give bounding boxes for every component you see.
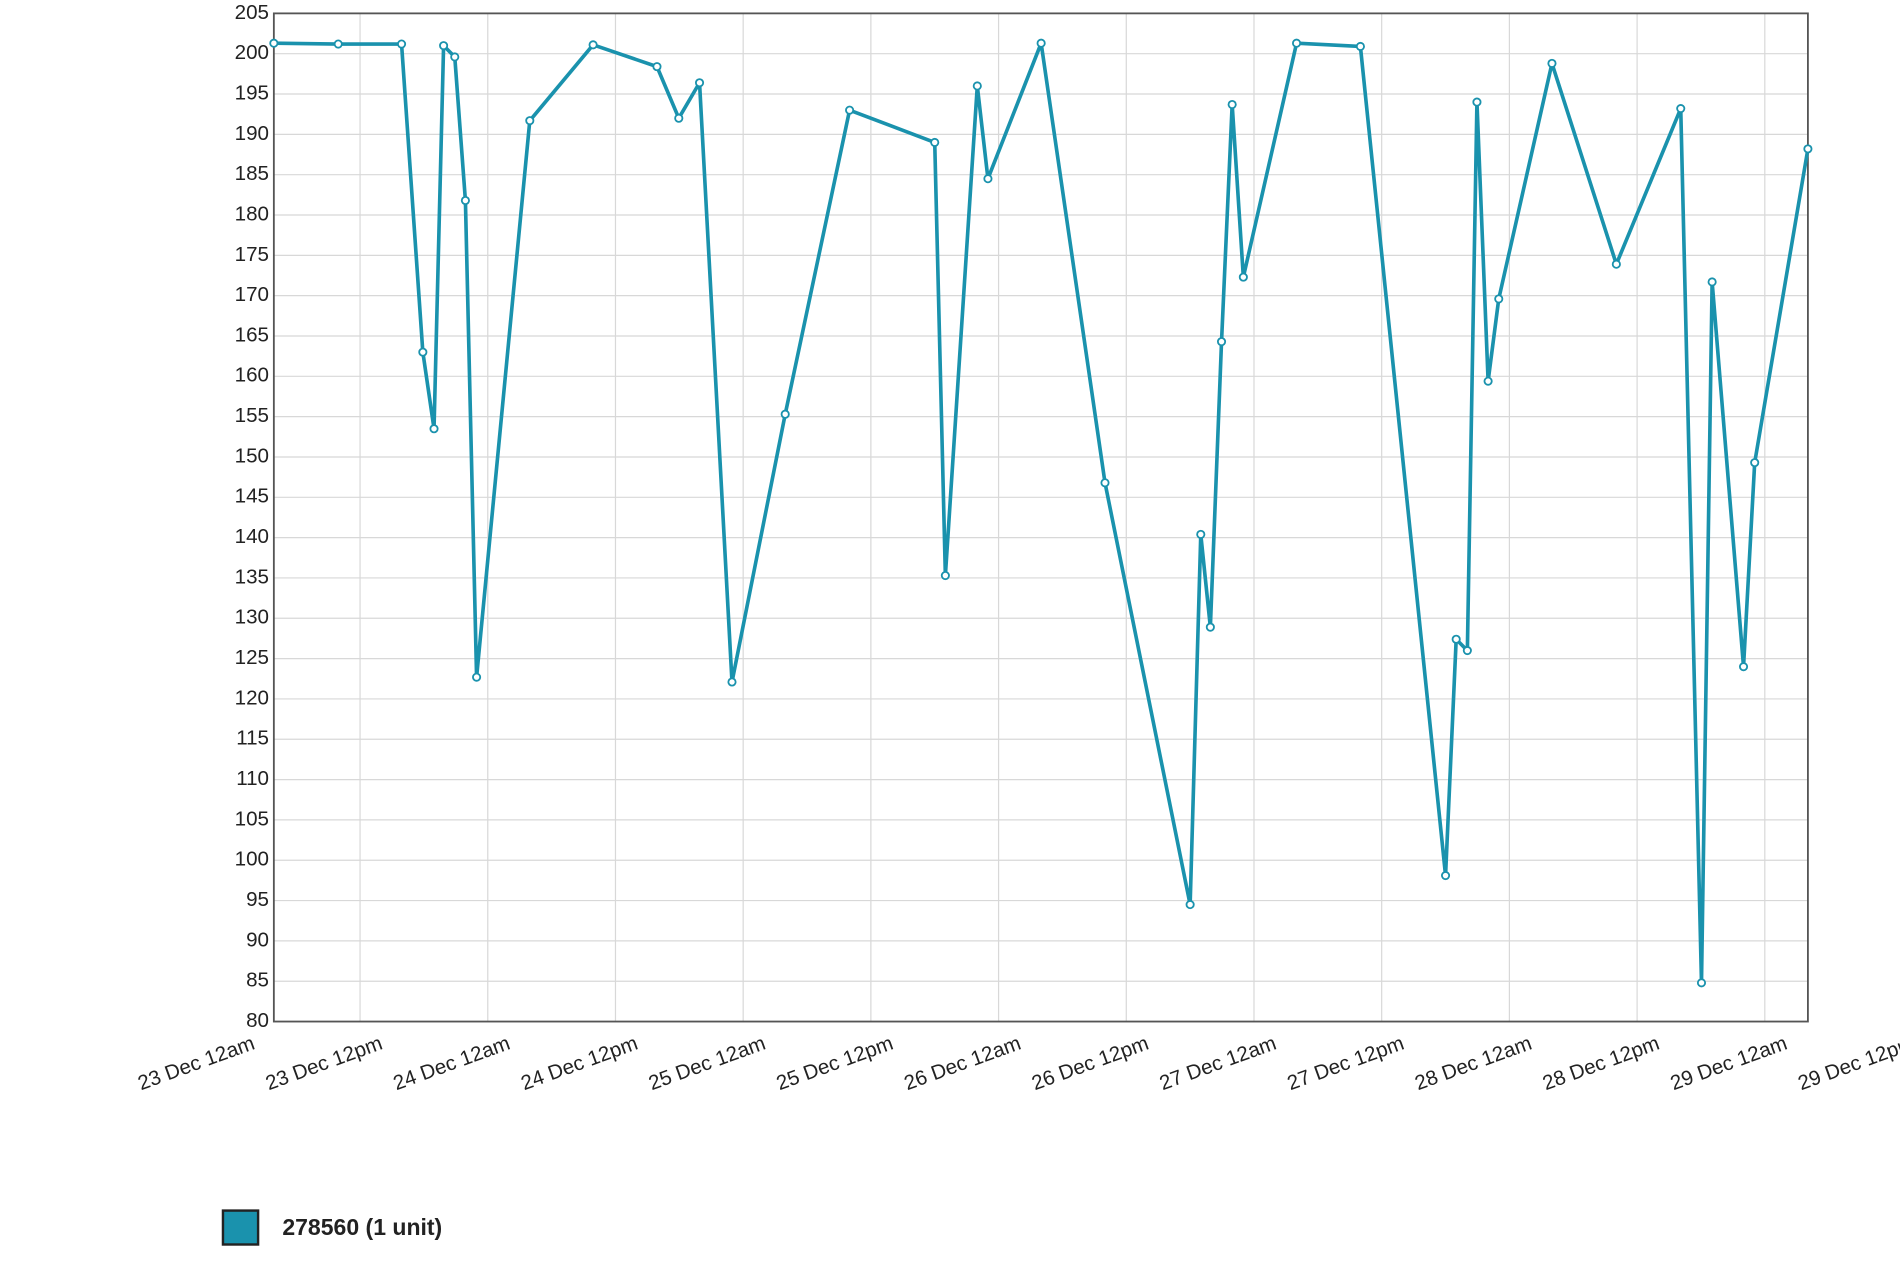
labels: 80 85 90 95 100 105 110 115 120 125 130 135 140 145 15…: [135, 1, 1900, 1095]
data-point: [269, 38, 279, 48]
data-point: [1494, 294, 1504, 304]
x-tick-label: 24 Dec 12pm: [518, 1032, 641, 1095]
data-point: [1750, 458, 1760, 468]
data-point: [333, 39, 343, 49]
x-tick-label: 26 Dec 12am: [901, 1032, 1024, 1095]
y-tick-label: 175: [235, 243, 269, 266]
data-point: [1355, 41, 1365, 51]
data-point: [972, 81, 982, 91]
x-tick-label: 26 Dec 12pm: [1029, 1032, 1152, 1095]
marks: [269, 38, 1813, 988]
data-point: [1238, 272, 1248, 282]
data-point: [525, 116, 535, 126]
data-point: [983, 174, 993, 184]
data-point: [1738, 662, 1749, 672]
y-tick-label: 125: [235, 646, 269, 669]
x-tick-label: 27 Dec 12am: [1156, 1032, 1279, 1095]
data-point: [1472, 97, 1482, 107]
data-point: [1451, 634, 1461, 644]
y-tick-label: 115: [236, 727, 269, 750]
data-point: [1185, 900, 1195, 910]
data-point: [460, 195, 470, 206]
y-tick-label: 190: [235, 122, 269, 145]
data-point: [845, 105, 855, 115]
y-tick-label: 130: [235, 606, 269, 629]
y-tick-label: 145: [235, 485, 269, 508]
data-point: [1100, 478, 1110, 488]
data-point: [588, 40, 598, 50]
y-tick-label: 100: [235, 848, 269, 871]
data-point: [940, 570, 950, 581]
y-tick-label: 90: [246, 928, 269, 951]
x-tick-label: 23 Dec 12pm: [263, 1032, 386, 1095]
y-tick-label: 150: [235, 444, 269, 467]
data-point: [1216, 337, 1227, 347]
data-point: [439, 41, 449, 51]
plot-frame: [272, 12, 1809, 1023]
data-point: [930, 137, 940, 147]
data-point: [1707, 277, 1717, 287]
x-tick-label: 23 Dec 12am: [135, 1032, 258, 1095]
data-point: [1803, 144, 1813, 154]
y-tick-label: 185: [235, 162, 269, 185]
data-point: [418, 347, 428, 357]
legend-label: 278560 (1 unit): [282, 1214, 442, 1240]
grid: [273, 12, 1808, 1023]
data-point: [694, 78, 705, 88]
x-tick-label: 25 Dec 12pm: [773, 1032, 896, 1095]
y-tick-label: 160: [235, 364, 269, 387]
data-point: [1547, 58, 1557, 68]
x-tick-label: 29 Dec 12am: [1667, 1032, 1790, 1095]
x-tick-label: 25 Dec 12am: [646, 1032, 769, 1095]
data-point: [1483, 376, 1493, 386]
y-tick-label: 80: [246, 1009, 269, 1032]
x-tick-label: 24 Dec 12am: [390, 1032, 513, 1095]
x-tick-label: 28 Dec 12pm: [1540, 1032, 1663, 1095]
data-point: [429, 424, 439, 434]
y-tick-label: 85: [246, 969, 269, 992]
y-tick-label: 95: [246, 888, 269, 911]
y-tick-label: 170: [235, 283, 269, 306]
data-point: [1611, 259, 1621, 269]
y-tick-label: 200: [235, 41, 269, 64]
legend-swatch: [221, 1209, 260, 1246]
data-point: [1676, 104, 1686, 114]
data-point: [1441, 871, 1451, 881]
y-tick-label: 135: [235, 565, 269, 588]
data-point: [1696, 978, 1707, 988]
y-tick-label: 155: [235, 404, 269, 427]
data-point: [674, 113, 684, 123]
data-point: [472, 672, 482, 682]
data-point: [1196, 529, 1206, 539]
data-point: [450, 52, 460, 62]
y-tick-label: 195: [235, 81, 269, 104]
x-tick-label: 29 Dec 12pm: [1795, 1032, 1900, 1095]
y-tick-label: 180: [235, 202, 269, 225]
data-point: [1036, 38, 1046, 48]
y-tick-label: 165: [235, 323, 269, 346]
x-tick-label: 28 Dec 12am: [1412, 1032, 1535, 1095]
data-point: [1292, 38, 1302, 48]
data-point: [1205, 622, 1215, 632]
y-tick-label: 205: [235, 1, 269, 24]
data-point: [1227, 99, 1237, 110]
data-point: [652, 62, 662, 72]
data-point: [1462, 645, 1472, 656]
series-line: [273, 41, 1810, 985]
y-tick-label: 105: [235, 807, 269, 830]
data-point: [727, 677, 737, 687]
y-tick-label: 140: [235, 525, 269, 548]
y-tick-label: 120: [235, 686, 269, 709]
y-tick-label: 110: [236, 767, 269, 790]
data-point: [780, 409, 790, 419]
data-point: [397, 39, 407, 49]
x-tick-label: 27 Dec 12pm: [1284, 1032, 1407, 1095]
